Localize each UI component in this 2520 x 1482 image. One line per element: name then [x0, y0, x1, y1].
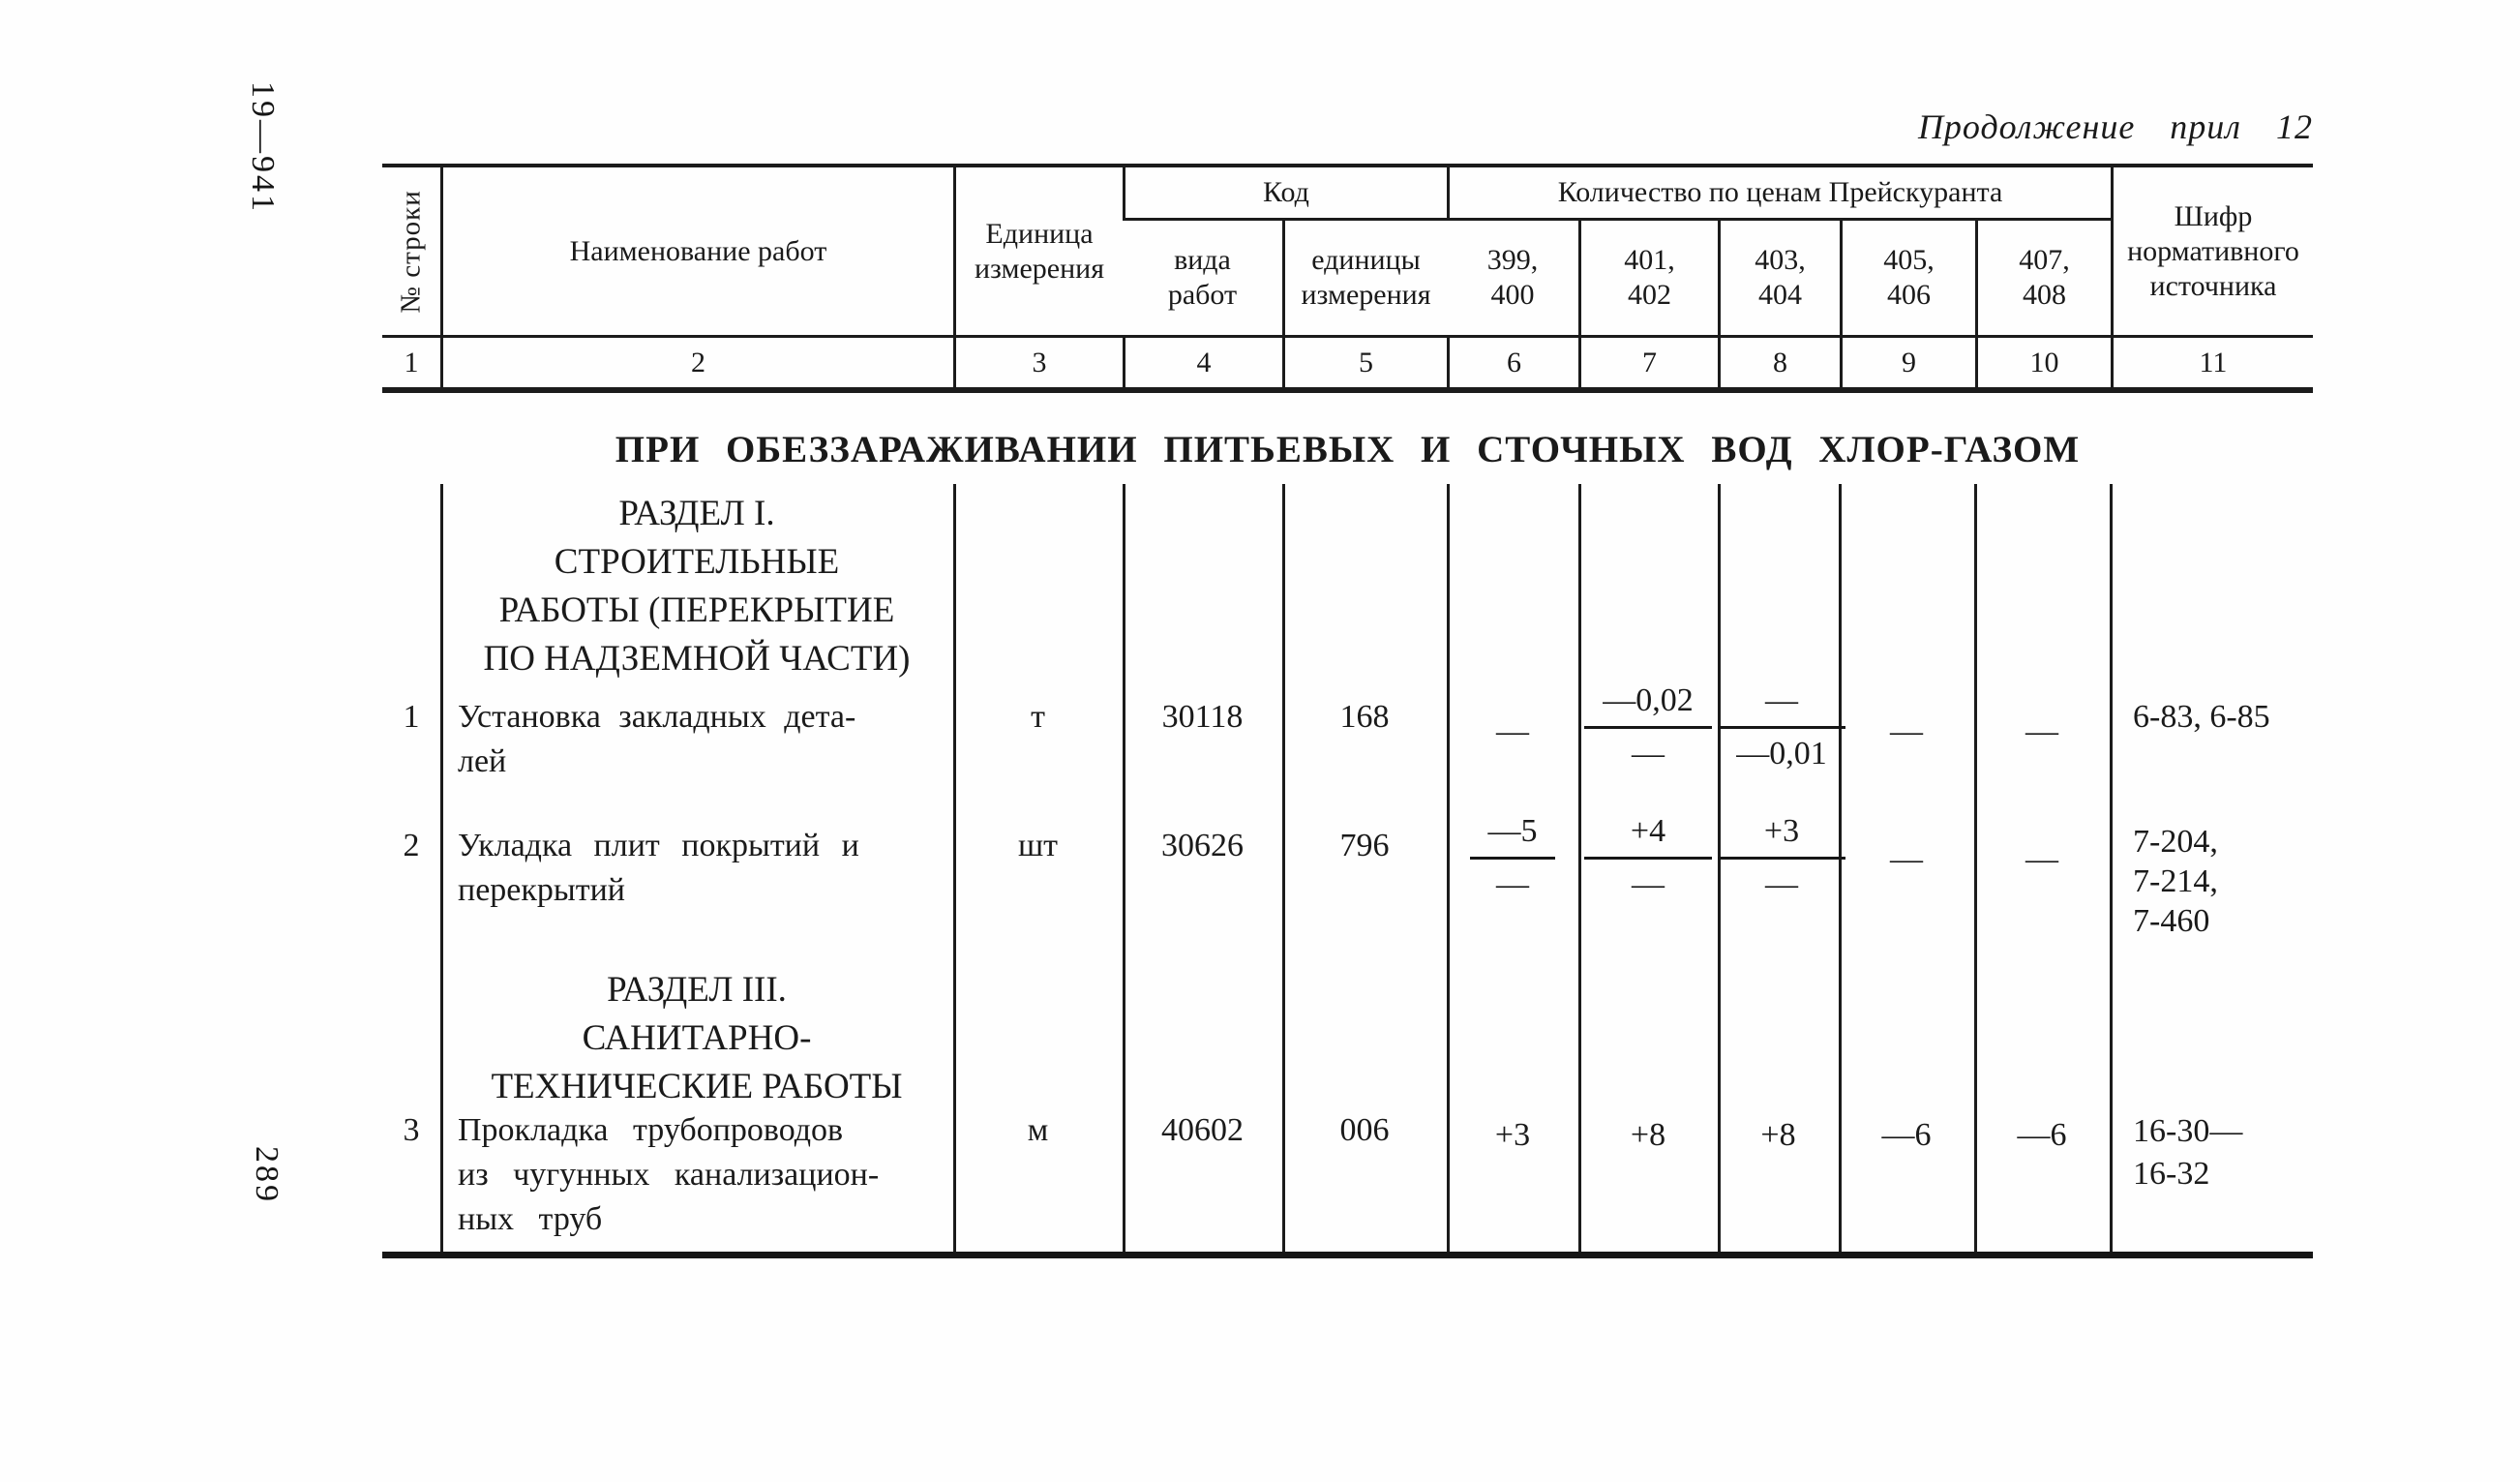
column-number-1: 1: [382, 335, 440, 387]
header-code-group: Код: [1123, 167, 1447, 221]
column-divider: [953, 484, 956, 1252]
fraction: +3 —: [1718, 811, 1845, 905]
fraction-denominator: —: [1765, 866, 1798, 902]
header-code-unit: единицы измерения: [1282, 221, 1447, 335]
fraction-denominator: —: [1496, 866, 1529, 902]
row-1-unit: т: [1031, 699, 1045, 735]
table-body: РАЗДЕЛ I. СТРОИТЕЛЬНЫЕ РАБОТЫ (ПЕРЕКРЫТИ…: [382, 484, 2313, 1258]
row-1-qty-401: —0,02 —: [1578, 681, 1718, 776]
table-subtitle: ПРИ ОБЕЗЗАРАЖИВАНИИ ПИТЬЕВЫХ И СТОЧНЫХ В…: [615, 429, 2081, 470]
column-number-8: 8: [1718, 335, 1840, 387]
fraction: —0,02 —: [1584, 681, 1712, 774]
column-divider: [1282, 484, 1285, 1252]
row-1-source: 6-83, 6-85: [2133, 699, 2270, 735]
row-1-code-unit: 168: [1339, 699, 1390, 735]
column-divider: [2110, 484, 2113, 1252]
row-1-work-name: Установка закладных дета- лей: [458, 699, 856, 779]
column-divider: [1974, 484, 1977, 1252]
column-number-4: 4: [1123, 335, 1282, 387]
fraction: —5 —: [1470, 811, 1555, 905]
fraction-numerator: —: [1718, 681, 1845, 729]
header-code-work: вида работ: [1167, 244, 1238, 311]
continuation-note: Продолжение прил 12: [1917, 107, 2313, 146]
column-divider: [1123, 484, 1125, 1252]
row-3-qty-403: +8: [1760, 1117, 1796, 1153]
fraction-numerator: —0,02: [1584, 681, 1712, 729]
row-2-qty-405: —: [1890, 841, 1923, 877]
row-3-work-name: Прокладка трубопроводов из чугунных кана…: [458, 1112, 880, 1237]
header-row-number-label: № строки: [396, 189, 427, 314]
row-3-qty-407: —6: [2017, 1117, 2067, 1153]
row-1-code-work: 30118: [1161, 699, 1244, 735]
row-3-unit: м: [1027, 1112, 1049, 1148]
column-divider: [1718, 484, 1721, 1252]
section-3-title: РАЗДЕЛ III. САНИТАРНО- ТЕХНИЧЕСКИЕ РАБОТ…: [491, 970, 903, 1106]
section-1-title: РАЗДЕЛ I. СТРОИТЕЛЬНЫЕ РАБОТЫ (ПЕРЕКРЫТИ…: [483, 494, 911, 679]
header-work-name: Наименование работ: [440, 167, 953, 335]
row-2-qty-399: —5 —: [1447, 811, 1578, 907]
row-1-number: 1: [403, 699, 420, 735]
header-price-403-404: 403, 404: [1718, 221, 1840, 335]
row-3-code-work: 40602: [1161, 1112, 1244, 1148]
row-1-qty-405: —: [1890, 713, 1923, 749]
fraction-denominator: —: [1632, 736, 1665, 771]
header-price-399-400: 399, 400: [1486, 244, 1539, 311]
row-3-code-unit: 006: [1339, 1112, 1390, 1148]
table-header: № строки Наименование работ Единица изме…: [382, 164, 2313, 393]
fraction-denominator: —0,01: [1736, 736, 1827, 771]
column-divider: [1839, 484, 1842, 1252]
fraction-denominator: —: [1632, 866, 1665, 902]
row-2-work-name: Укладка плит покрытий и перекрытий: [458, 828, 859, 908]
row-3-qty-401: +8: [1630, 1117, 1666, 1153]
row-2-source: 7-204, 7-214, 7-460: [2133, 824, 2218, 939]
column-number-6: 6: [1447, 335, 1578, 387]
row-2-qty-407: —: [2025, 841, 2058, 877]
header-quantity-group: Количество по ценам Прейскуранта: [1447, 167, 2111, 221]
row-2-unit: шт: [1017, 828, 1059, 863]
header-price-407-408: 407, 408: [1975, 221, 2111, 335]
row-2-code-work: 30626: [1161, 828, 1244, 863]
fraction-numerator: —5: [1470, 811, 1555, 860]
row-2-qty-403: +3 —: [1718, 811, 1845, 907]
edition-mark: 19—941: [245, 81, 281, 214]
column-number-5: 5: [1282, 335, 1447, 387]
row-2-qty-401: +4 —: [1578, 811, 1718, 907]
page-number: 289: [249, 1146, 285, 1204]
row-3-number: 3: [403, 1112, 420, 1148]
column-number-11: 11: [2111, 335, 2313, 387]
fraction: +4 —: [1584, 811, 1712, 905]
column-number-9: 9: [1840, 335, 1975, 387]
fraction-numerator: +3: [1718, 811, 1845, 860]
header-price-401-402: 401, 402: [1578, 221, 1718, 335]
row-2-code-unit: 796: [1339, 828, 1390, 863]
row-3-qty-399: +3: [1494, 1117, 1531, 1153]
row-1-qty-399: —: [1496, 713, 1529, 749]
row-3-qty-405: —6: [1881, 1117, 1932, 1153]
fraction-numerator: +4: [1584, 811, 1712, 860]
column-number-2: 2: [440, 335, 953, 387]
header-unit: Единица измерения: [953, 167, 1123, 335]
header-row-number: № строки: [382, 167, 440, 335]
column-divider: [440, 484, 443, 1252]
column-number-3: 3: [953, 335, 1123, 387]
header-source: Шифр нормативного источника: [2111, 167, 2313, 335]
row-1-qty-407: —: [2025, 713, 2058, 749]
row-2-number: 2: [403, 828, 420, 863]
column-divider: [1578, 484, 1581, 1252]
fraction: — —0,01: [1718, 681, 1845, 774]
row-1-qty-403: — —0,01: [1718, 681, 1845, 776]
column-divider: [1447, 484, 1450, 1252]
column-number-10: 10: [1975, 335, 2111, 387]
column-number-7: 7: [1578, 335, 1718, 387]
header-price-405-406: 405, 406: [1840, 221, 1975, 335]
row-3-source: 16-30— 16-32: [2133, 1113, 2243, 1192]
